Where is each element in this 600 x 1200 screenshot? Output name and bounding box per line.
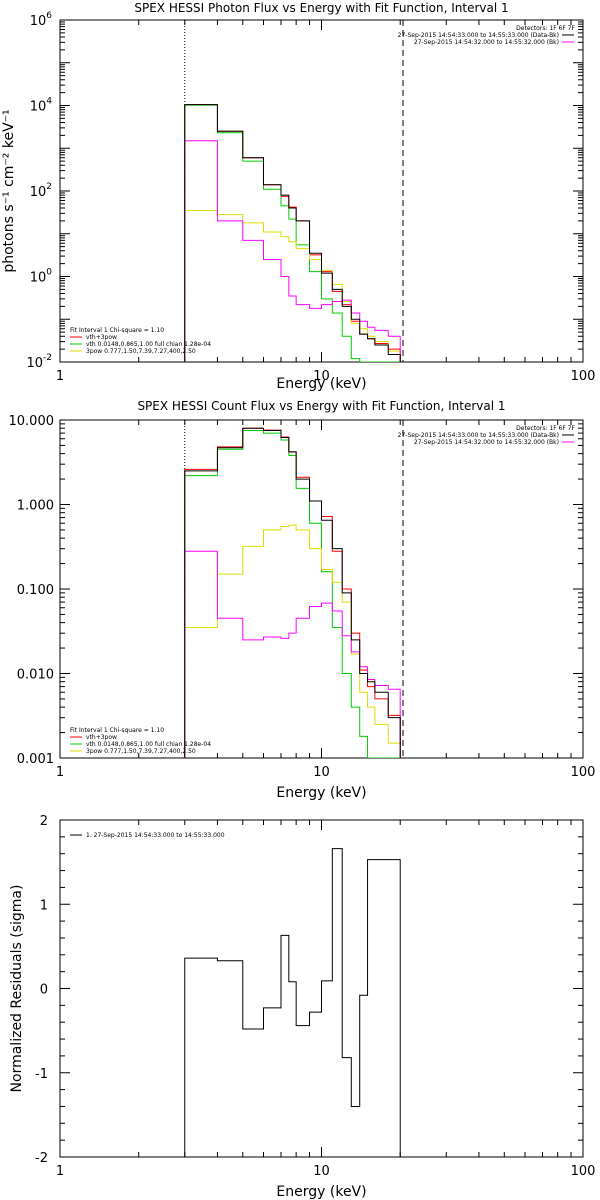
y-tick-label: 2 (40, 814, 48, 829)
chart-title: SPEX HESSI Photon Flux vs Energy with Fi… (134, 1, 508, 15)
x-axis-label: Energy (keV) (276, 1184, 366, 1200)
y-tick-label: -1 (35, 1067, 48, 1082)
legend-entry-label: 3pow 0.777,1.50,7.39,7.27,400,2.50 (86, 748, 196, 755)
legend-fit-header: Fit Interval 1 Chi-square = 1.10 (70, 727, 164, 734)
y-tick-label: 10-2 (26, 353, 52, 371)
y-axis-label: Normalized Residuals (sigma) (9, 885, 25, 1093)
legend-fit-header: Fit Interval 1 Chi-square = 1.10 (70, 327, 164, 334)
legend-entry-label: 27-Sep-2015 14:54:33.000 to 14:55:33.000… (398, 32, 559, 39)
photon-flux-chart: SPEX HESSI Photon Flux vs Energy with Fi… (1, 1, 596, 392)
series-line-data-bk (184, 104, 401, 362)
y-tick-label: 102 (30, 182, 52, 200)
legend-entry-label: vth 0.0148,0.865,1.00 full chian 1.28e-0… (86, 741, 211, 748)
series-line-data-bk (184, 427, 401, 758)
y-tick-label: 0 (40, 983, 48, 998)
y-tick-label: 1.000 (17, 499, 54, 514)
x-axis-label: Energy (keV) (276, 785, 366, 800)
series-line-residuals (184, 848, 401, 1157)
y-tick-label: 0.001 (17, 752, 54, 767)
x-tick-label: 100 (571, 765, 596, 780)
y-tick-label: 104 (30, 97, 53, 115)
x-tick-label: 1 (56, 369, 64, 384)
y-tick-label: 106 (30, 11, 53, 29)
plot-frame (59, 419, 584, 759)
y-tick-label: 100 (30, 268, 53, 286)
y-tick-label: 1 (40, 898, 48, 913)
legend-entry-label: vth+3pow (86, 334, 117, 341)
y-tick-label: 0.100 (17, 583, 54, 598)
legend-entry-label: 1. 27-Sep-2015 14:54:33.000 to 14:55:33.… (86, 832, 225, 839)
legend-entry-label: vth+3pow (86, 734, 117, 741)
y-tick-label: -2 (35, 1151, 48, 1166)
chart-title: SPEX HESSI Count Flux vs Energy with Fit… (137, 399, 505, 413)
series-group (184, 104, 401, 362)
count-flux-chart: SPEX HESSI Count Flux vs Energy with Fit… (9, 399, 596, 800)
plot-frame (59, 19, 584, 363)
x-axis-label: Energy (keV) (276, 376, 366, 392)
series-group (184, 427, 401, 758)
series-line-bk (184, 140, 401, 362)
legend-entry-label: vth 0.0148,0.865,1.00 full chian 1.28e-0… (86, 341, 211, 348)
series-line-3pow (184, 209, 401, 362)
series-line-3pow (184, 524, 401, 758)
x-tick-label: 10 (313, 1164, 330, 1179)
x-tick-label: 10 (313, 369, 330, 384)
x-tick-label: 1 (56, 765, 64, 780)
y-tick-label: 0.010 (17, 668, 54, 683)
legend-detectors: Detectors: 1F 6F 7F (516, 25, 575, 32)
x-tick-label: 10 (313, 765, 330, 780)
legend-detectors: Detectors: 1F 6F 7F (516, 425, 575, 432)
x-tick-label: 1 (56, 1164, 64, 1179)
legend-entry-label: 3pow 0.777,1.50,7.39,7.27,400,2.50 (86, 348, 196, 355)
x-tick-label: 100 (571, 369, 596, 384)
residuals-chart: Energy (keV) Normalized Residuals (sigma)… (9, 814, 596, 1200)
y-tick-label: 10.000 (9, 414, 55, 429)
series-group (184, 848, 401, 1157)
series-line-bk (184, 550, 401, 758)
legend-entry-label: 27-Sep-2015 14:54:33.000 to 14:55:33.000… (398, 432, 559, 439)
legend-entry-label: 27-Sep-2015 14:54:32.000 to 14:55:32.000… (414, 39, 559, 46)
x-tick-label: 100 (571, 1164, 596, 1179)
y-axis-label: photons s⁻¹ cm⁻² keV⁻¹ (1, 109, 17, 272)
legend-entry-label: 27-Sep-2015 14:54:32.000 to 14:55:32.000… (414, 439, 559, 446)
